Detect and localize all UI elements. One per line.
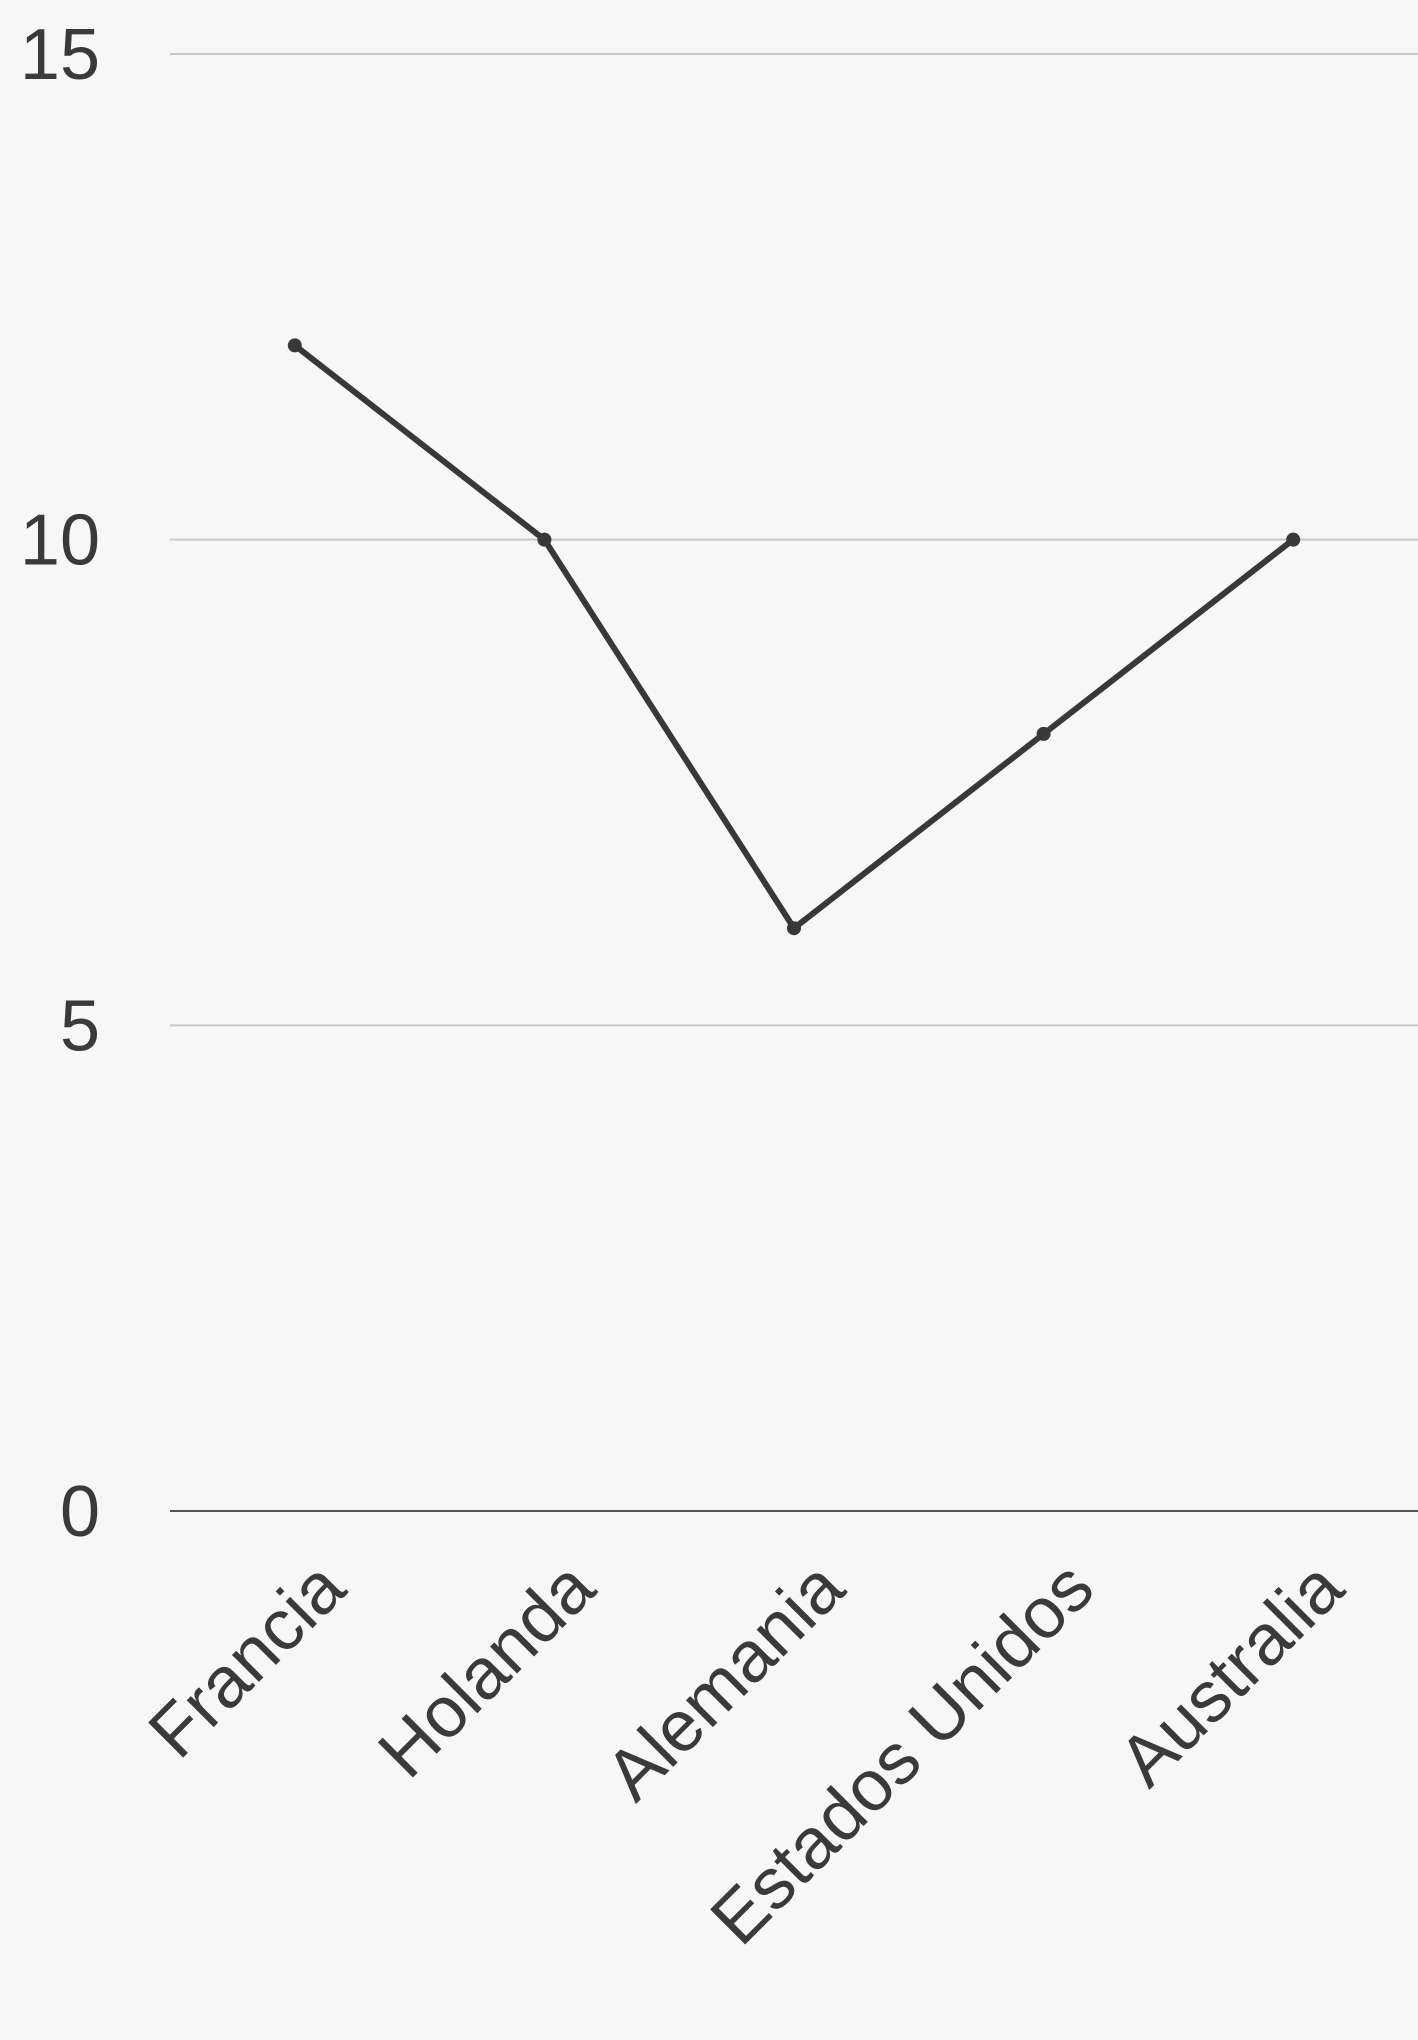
y-tick-label: 10 xyxy=(20,501,100,581)
x-tick-label: Australia xyxy=(1104,1546,1359,1801)
data-point xyxy=(287,338,302,353)
y-axis-tick-labels: 0 5 10 15 xyxy=(20,15,100,1552)
data-point xyxy=(1286,532,1301,547)
data-point xyxy=(1036,726,1051,741)
x-tick-label: Holanda xyxy=(363,1546,610,1793)
gridlines xyxy=(170,53,1418,1512)
y-tick-label: 0 xyxy=(60,1472,100,1552)
x-tick-label: Alemania xyxy=(590,1546,859,1815)
x-tick-label: Francia xyxy=(134,1546,361,1773)
y-tick-label: 15 xyxy=(20,15,100,95)
series-line xyxy=(292,343,1296,932)
y-tick-label: 5 xyxy=(60,986,100,1066)
data-point xyxy=(787,921,801,936)
series-plot xyxy=(287,338,1301,936)
data-point xyxy=(537,532,552,547)
